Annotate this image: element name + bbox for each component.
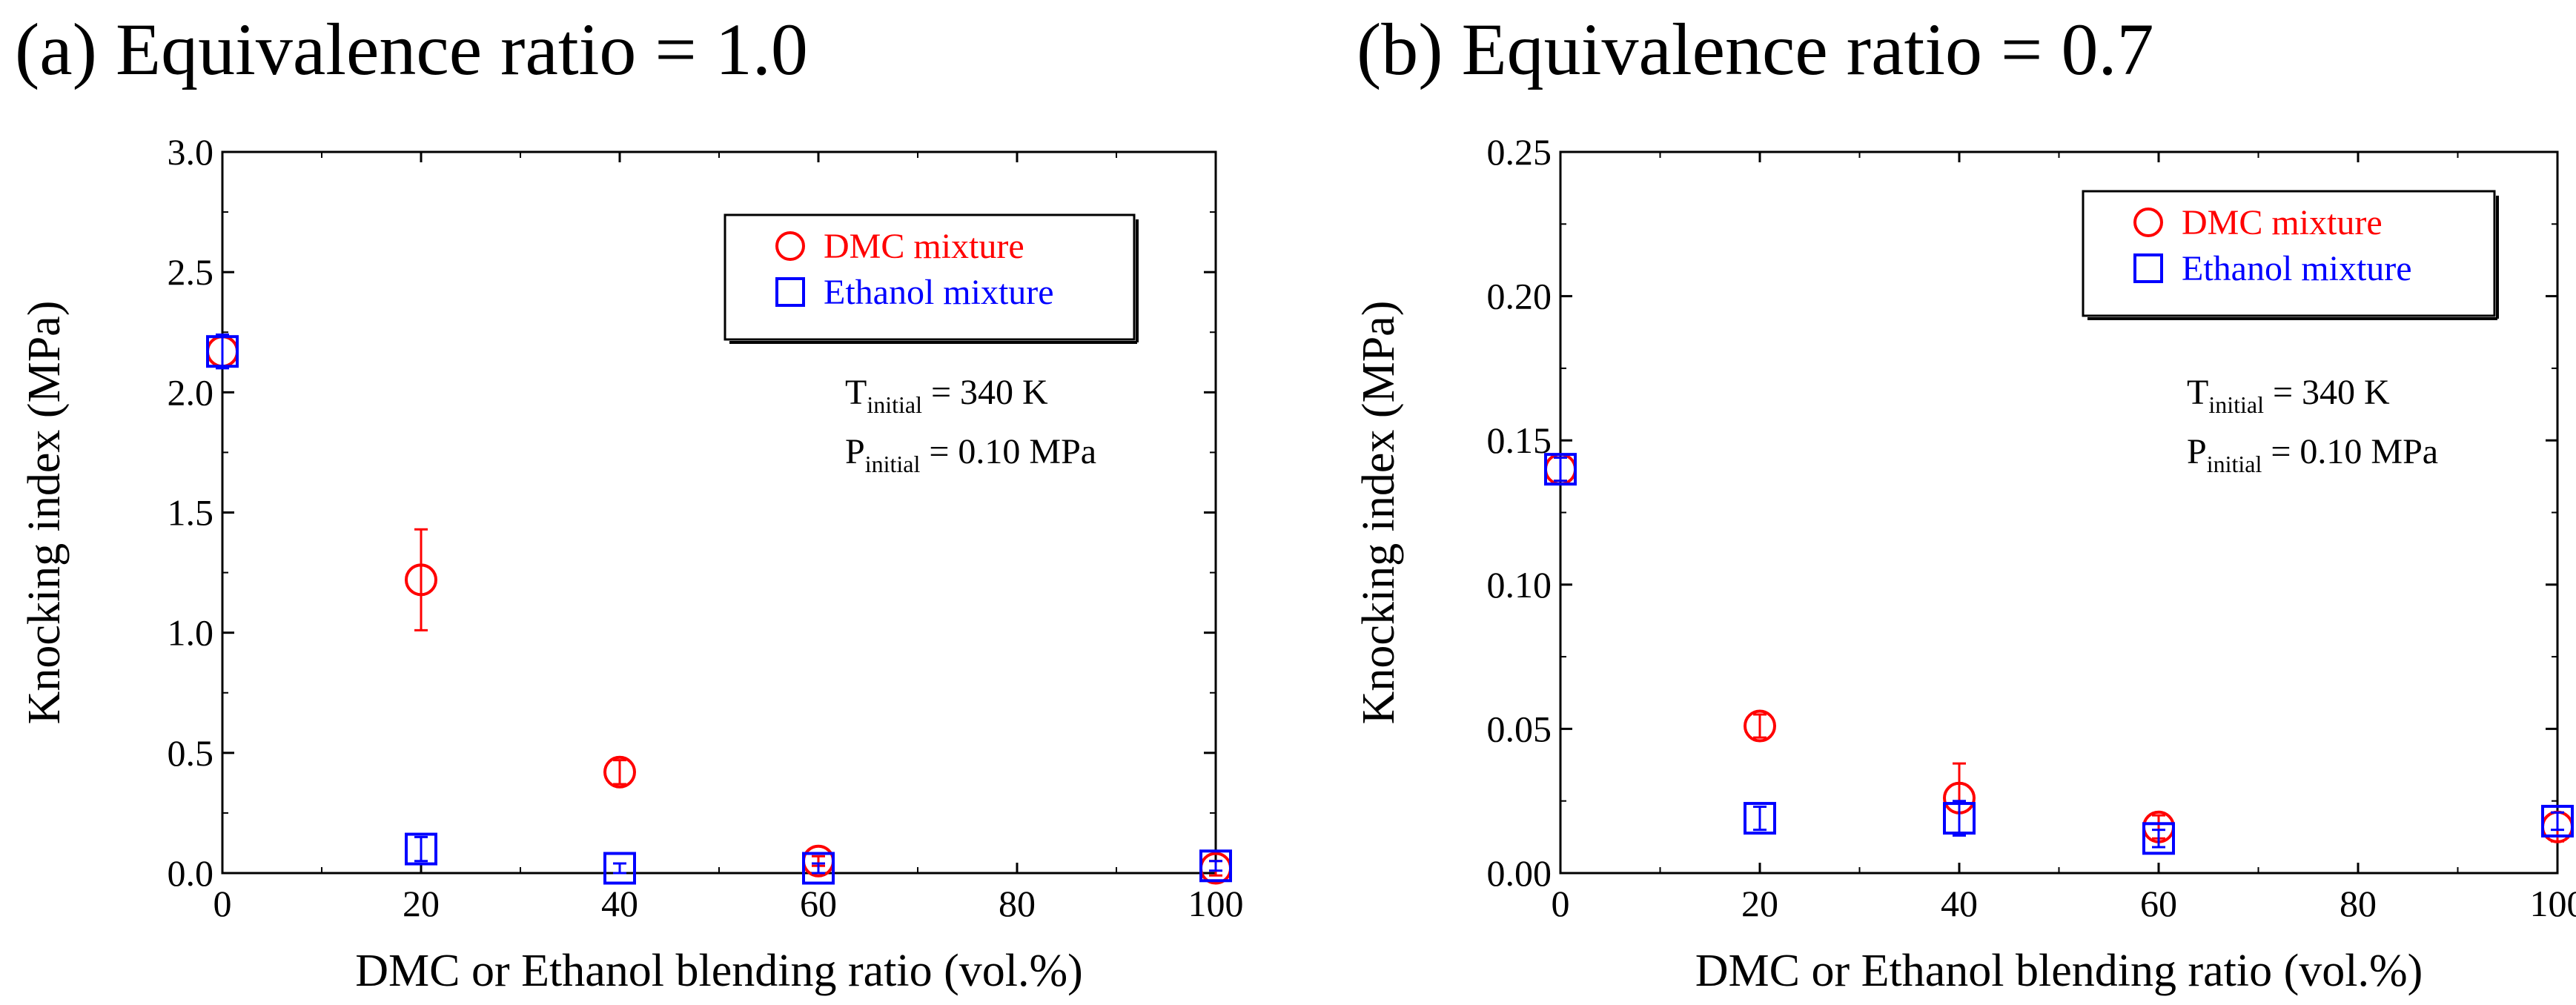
y-tick-label: 0.20 [1487, 276, 1552, 317]
y-tick-label: 2.0 [168, 371, 214, 413]
series-dmc [1544, 453, 2574, 843]
y-tick-label: 2.5 [168, 251, 214, 293]
y-tick-label: 0.0 [168, 852, 214, 894]
data-point-ethanol [603, 852, 636, 885]
condition-pressure: Pinitial = 0.10 MPa [845, 432, 1096, 477]
panel-title: (b) Equivalence ratio = 0.7 [1357, 8, 2153, 90]
data-point-ethanol [1943, 802, 1976, 835]
legend-label: Ethanol mixture [824, 273, 1054, 312]
y-tick-label: 0.05 [1487, 708, 1552, 749]
legend-marker-square [775, 277, 805, 307]
data-point-ethanol [1199, 849, 1232, 883]
x-tick-label: 100 [2530, 883, 2576, 924]
data-point-ethanol [1544, 453, 1577, 486]
y-tick-label: 1.5 [168, 492, 214, 534]
y-tick-label: 0.10 [1487, 564, 1552, 606]
y-tick-label: 0.5 [168, 732, 214, 774]
x-tick-label: 60 [800, 883, 837, 924]
x-tick-label: 20 [1741, 883, 1778, 924]
data-point-dmc [405, 563, 437, 597]
legend-label: DMC mixture [824, 227, 1024, 266]
legend: DMC mixture Ethanol mixture [724, 213, 1139, 344]
legend-label: DMC mixture [2182, 203, 2383, 242]
series-ethanol [206, 333, 1232, 885]
y-axis-label: Knocking index (MPa) [19, 301, 70, 725]
x-tick-label: 40 [601, 883, 638, 924]
x-axis-label: DMC or Ethanol blending ratio (vol.%) [1695, 946, 2423, 996]
panel-title: (a) Equivalence ratio = 1.0 [15, 8, 808, 90]
data-point-ethanol [2541, 804, 2574, 838]
x-tick-label: 100 [1188, 883, 1244, 924]
y-axis-label: Knocking index (MPa) [1354, 301, 1404, 725]
data-point-ethanol [2142, 822, 2175, 855]
data-point-dmc [1744, 709, 1776, 743]
y-tick-label: 0.00 [1487, 852, 1552, 894]
series-dmc [206, 335, 1232, 885]
x-tick-label: 0 [1552, 883, 1570, 924]
condition-temperature: Tinitial = 340 K [2187, 373, 2390, 418]
legend-marker-circle [775, 231, 805, 261]
x-tick-label: 80 [2340, 883, 2377, 924]
condition-temperature: Tinitial = 340 K [845, 373, 1048, 418]
x-tick-label: 80 [999, 883, 1036, 924]
y-tick-label: 0.25 [1487, 131, 1552, 173]
data-point-ethanol [1744, 802, 1776, 835]
chart-panel-b: (b) Equivalence ratio = 0.7 0 20 40 60 80 100 0… [1354, 8, 2576, 996]
legend-label: Ethanol mixture [2182, 249, 2412, 288]
data-point-dmc [603, 755, 636, 789]
y-tick-label: 3.0 [168, 131, 214, 173]
legend-marker-circle [2133, 208, 2163, 237]
data-point-ethanol [802, 852, 835, 885]
chart-panel-a: (a) Equivalence ratio = 1.0 0 20 40 60 80 100 0… [15, 8, 1244, 996]
condition-pressure: Pinitial = 0.10 MPa [2187, 432, 2438, 477]
legend-marker-square [2133, 253, 2163, 283]
y-tick-label: 1.0 [168, 612, 214, 654]
x-tick-label: 60 [2140, 883, 2177, 924]
y-tick-label: 0.15 [1487, 419, 1552, 461]
x-tick-label: 20 [403, 883, 440, 924]
x-axis-label: DMC or Ethanol blending ratio (vol.%) [355, 946, 1083, 996]
x-tick-label: 0 [213, 883, 232, 924]
series-ethanol [1544, 453, 2574, 855]
data-point-ethanol [206, 335, 239, 368]
x-tick-label: 40 [1941, 883, 1978, 924]
data-point-ethanol [405, 832, 437, 866]
legend: DMC mixture Ethanol mixture [2082, 190, 2499, 320]
